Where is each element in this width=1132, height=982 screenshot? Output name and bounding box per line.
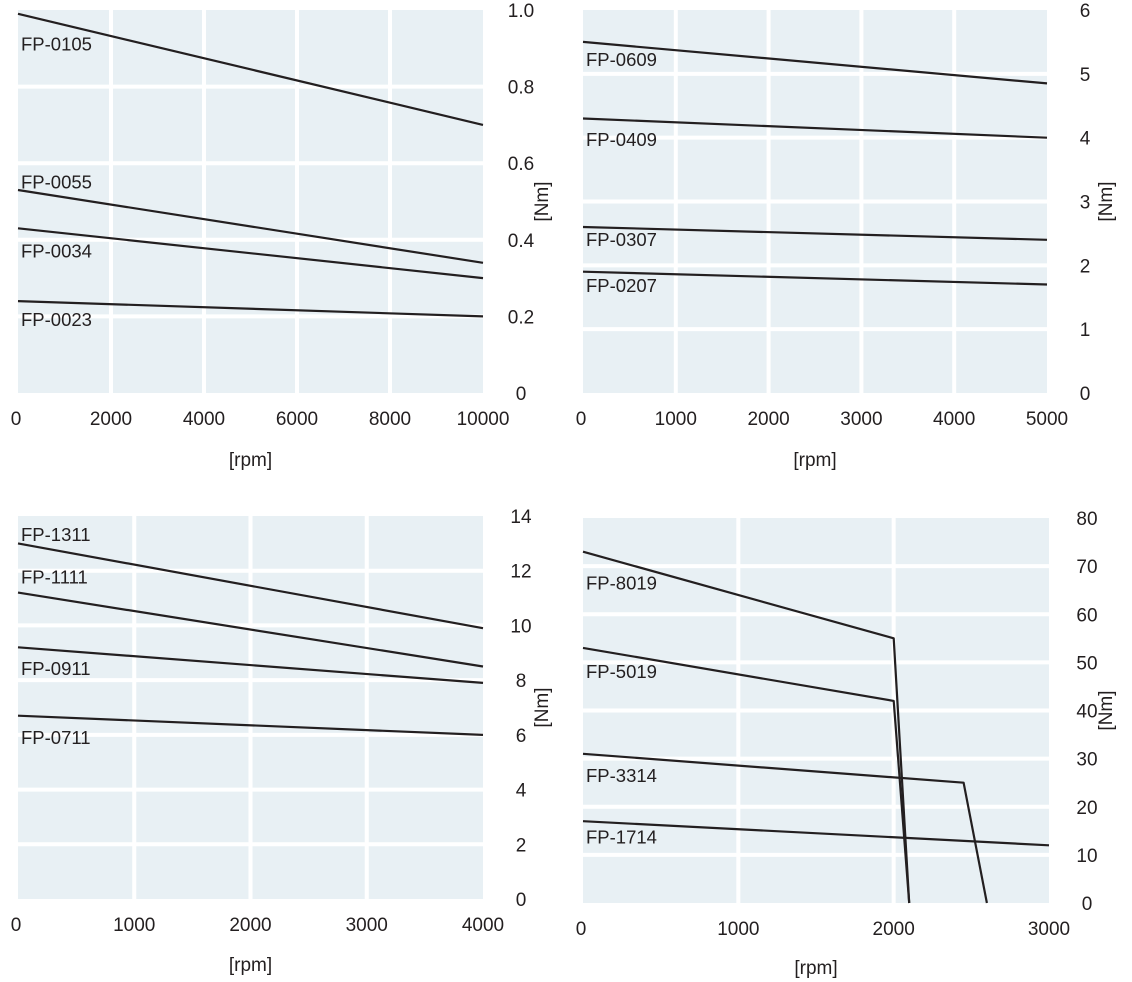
series-label: FP-0307 [586,229,657,250]
x-tick-label: 2000 [747,409,789,430]
series-line-fp-1714 [582,820,1050,847]
y-tick-label: 70 [1076,557,1097,578]
series-label: FP-1111 [21,566,88,587]
x-axis-label: [rpm] [793,450,836,471]
y-tick-label: 0 [516,890,527,911]
series-label: FP-5019 [586,661,657,682]
chart-1: 0 2000 4000 6000 8000 10000 0 0.2 0.4 0.6 0.8 1.0 [r… [11,1,553,471]
y-tick-label: 2 [1080,256,1091,277]
x-tick-label: 4000 [183,409,225,430]
y-axis-label: [Nm] [532,687,553,727]
x-tick-label: 2000 [229,915,271,936]
y-tick-label: 20 [1076,798,1097,819]
x-tick-label: 0 [576,919,587,940]
y-tick-label: 0.6 [508,154,534,175]
series-label: FP-0207 [586,275,657,296]
x-tick-label: 1000 [717,919,759,940]
x-tick-label: 0 [11,915,22,936]
x-tick-label: 1000 [655,409,697,430]
series-label: FP-8019 [586,572,657,593]
series-line-fp-0034 [17,227,484,280]
y-tick-label: 1.0 [508,1,534,22]
series-line-fp-0023 [17,300,484,318]
series-label: FP-0023 [21,309,92,330]
y-tick-label: 0 [1082,894,1093,915]
series-label: FP-1714 [586,827,657,848]
y-tick-label: 4 [1080,129,1091,150]
y-tick-label: 2 [516,835,527,856]
y-axis-label: [Nm] [1096,181,1117,221]
y-tick-label: 30 [1076,750,1097,771]
y-tick-label: 50 [1076,653,1097,674]
series-line-fp-3314 [582,752,988,904]
series-label: FP-0034 [21,240,92,261]
series-line-fp-0207 [582,270,1048,286]
series-line-fp-0609 [582,40,1048,85]
series-label: FP-0105 [21,33,92,54]
series-line-fp-5019 [582,646,911,904]
y-tick-label: 80 [1076,509,1097,530]
series-label: FP-0911 [21,658,91,679]
y-tick-label: 0.2 [508,307,534,328]
y-tick-label: 6 [1080,1,1091,22]
x-tick-label: 4000 [933,409,975,430]
x-axis-label: [rpm] [229,955,272,976]
series-line-fp-0105 [17,12,484,126]
x-tick-label: 10000 [457,409,510,430]
series-label: FP-1311 [21,524,91,545]
y-tick-label: 60 [1076,605,1097,626]
y-tick-label: 14 [510,507,532,528]
x-tick-label: 3000 [840,409,882,430]
x-tick-label: 2000 [873,919,915,940]
y-tick-label: 0 [516,384,527,405]
y-tick-label: 3 [1080,193,1091,214]
y-tick-label: 12 [510,562,531,583]
y-tick-label: 0.8 [508,78,534,99]
x-axis-label: [rpm] [794,958,837,979]
x-tick-label: 0 [576,409,587,430]
y-axis-label: [Nm] [1096,690,1117,730]
y-tick-label: 40 [1076,702,1097,723]
y-tick-label: 0.4 [508,231,535,252]
x-tick-label: 3000 [346,915,388,936]
x-tick-label: 5000 [1026,409,1068,430]
y-tick-label: 6 [516,726,527,747]
series-line-fp-0409 [582,117,1048,139]
series-label: FP-3314 [586,765,657,786]
series-line-fp-1311 [17,542,484,630]
series-line-fp-0711 [17,714,484,736]
x-tick-label: 2000 [90,409,132,430]
x-tick-label: 6000 [276,409,318,430]
x-axis-label: [rpm] [229,450,272,471]
y-tick-label: 10 [510,616,531,637]
series-line-fp-0911 [17,646,484,684]
chart-3: 0 1000 2000 3000 4000 0 2 4 6 8 10 12 14 [rpm] [Nm] FP-… [11,507,553,976]
x-tick-label: 1000 [113,915,155,936]
series-line-fp-8019 [582,550,911,904]
series-label: FP-0609 [586,49,657,70]
x-tick-label: 0 [11,409,22,430]
series-line-fp-0307 [582,225,1048,241]
series-label: FP-0711 [21,727,91,748]
series-label: FP-0055 [21,171,92,192]
y-tick-label: 8 [516,671,527,692]
x-tick-label: 8000 [369,409,411,430]
chart-2: 0 1000 2000 3000 4000 5000 0 1 2 3 4 5 6 [rpm] [Nm] FP-… [576,1,1117,471]
y-tick-label: 4 [516,781,527,802]
x-tick-label: 4000 [462,915,504,936]
y-tick-label: 0 [1080,384,1091,405]
y-tick-label: 1 [1080,320,1091,341]
series-label: FP-0409 [586,129,657,150]
series-line-fp-0055 [17,188,484,264]
x-tick-label: 3000 [1028,919,1070,940]
y-tick-label: 5 [1080,65,1091,86]
chart-4: 0 1000 2000 3000 0 10 20 30 40 50 60 70 80 [rpm] [Nm] F… [576,509,1117,979]
y-tick-label: 10 [1076,846,1097,867]
y-axis-label: [Nm] [532,181,553,221]
series-line-fp-1111 [17,591,484,668]
